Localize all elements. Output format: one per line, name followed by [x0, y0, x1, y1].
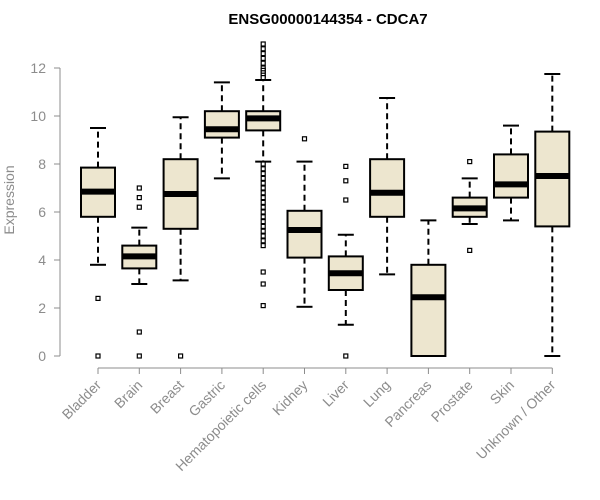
x-tick-label: Skin [487, 377, 518, 408]
y-tick-label: 8 [38, 156, 46, 172]
x-tick-label: Breast [147, 377, 187, 417]
y-tick-label: 0 [38, 348, 46, 364]
outlier-point [260, 214, 266, 220]
y-axis: 0 2 4 6 8 10 12 [30, 60, 61, 364]
outlier-point [260, 269, 266, 275]
outlier-point [260, 166, 266, 172]
outlier-point [260, 281, 266, 287]
box-body [286, 209, 323, 259]
outlier-point [467, 159, 473, 165]
outlier-point [260, 204, 266, 210]
box-hematopoietic-cells [245, 41, 282, 309]
outlier-point [343, 197, 349, 203]
outlier-point [343, 353, 349, 359]
box-brain [121, 185, 158, 359]
outlier-point [260, 219, 266, 225]
outlier-point [260, 209, 266, 215]
outlier-point [178, 353, 184, 359]
outlier-point [260, 161, 266, 167]
outlier-point [260, 233, 266, 239]
box-body [203, 110, 240, 139]
outlier-point [136, 204, 142, 210]
outlier-point [260, 175, 266, 181]
outlier-point [260, 41, 266, 47]
y-tick-label: 10 [30, 108, 46, 124]
box-kidney [286, 136, 323, 308]
outlier-point [136, 329, 142, 335]
box-unknown-other [534, 73, 571, 357]
x-tick-label: Liver [319, 377, 352, 410]
outlier-point [260, 243, 266, 249]
outlier-point [260, 195, 266, 201]
outlier-point [301, 136, 308, 142]
chart-title: ENSG00000144354 - CDCA7 [228, 11, 427, 28]
box-skin [493, 124, 529, 222]
outlier-point [260, 46, 266, 52]
box-body [493, 153, 529, 199]
outlier-point [95, 353, 101, 359]
box-bladder [80, 127, 116, 359]
outlier-point [467, 247, 473, 253]
outlier-point [260, 50, 266, 57]
box-body [410, 263, 447, 357]
outlier-point [260, 55, 266, 62]
box-breast [162, 116, 199, 359]
outlier-point [95, 295, 101, 301]
box-liver [327, 163, 364, 359]
outlier-point [260, 180, 266, 186]
x-tick-label: Brain [111, 377, 145, 411]
box-prostate [451, 159, 488, 253]
outlier-point [260, 60, 266, 66]
outlier-point [260, 171, 266, 177]
y-tick-label: 6 [38, 204, 46, 220]
outlier-point [260, 185, 266, 191]
outlier-point [136, 353, 142, 359]
box-pancreas [410, 219, 447, 357]
outlier-point [136, 195, 142, 201]
plot-area [80, 41, 571, 359]
outlier-point [260, 228, 266, 234]
y-axis-label: Expression [1, 165, 17, 234]
x-tick-label: Prostate [428, 377, 476, 425]
outlier-point [136, 185, 142, 191]
outlier-point [260, 199, 266, 205]
box-body [369, 158, 406, 218]
outlier-point [260, 303, 266, 309]
y-tick-label: 2 [38, 300, 46, 316]
x-tick-label: Bladder [59, 377, 105, 423]
y-tick-label: 4 [38, 252, 46, 268]
outlier-point [260, 74, 266, 81]
box-gastric [203, 81, 240, 180]
outlier-point [260, 190, 266, 196]
outlier-point [260, 238, 266, 244]
x-tick-label: Lung [360, 377, 393, 410]
y-tick-label: 12 [30, 60, 46, 76]
outlier-point [343, 163, 349, 169]
outlier-point [343, 178, 349, 184]
x-tick-label: Kidney [269, 377, 311, 419]
outlier-point [260, 223, 266, 229]
box-lung [369, 97, 406, 276]
